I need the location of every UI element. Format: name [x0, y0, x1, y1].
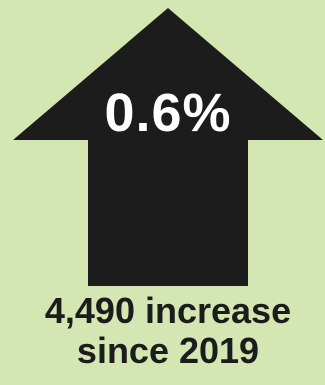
caption-line-increase-count: 4,490 increase — [44, 290, 292, 331]
caption-line-since-year: since 2019 — [76, 330, 260, 371]
up-arrow-shape — [13, 8, 323, 286]
increase-percentage: 0.6% — [104, 83, 232, 143]
increase-caption: 4,490 increase since 2019 — [0, 291, 325, 371]
